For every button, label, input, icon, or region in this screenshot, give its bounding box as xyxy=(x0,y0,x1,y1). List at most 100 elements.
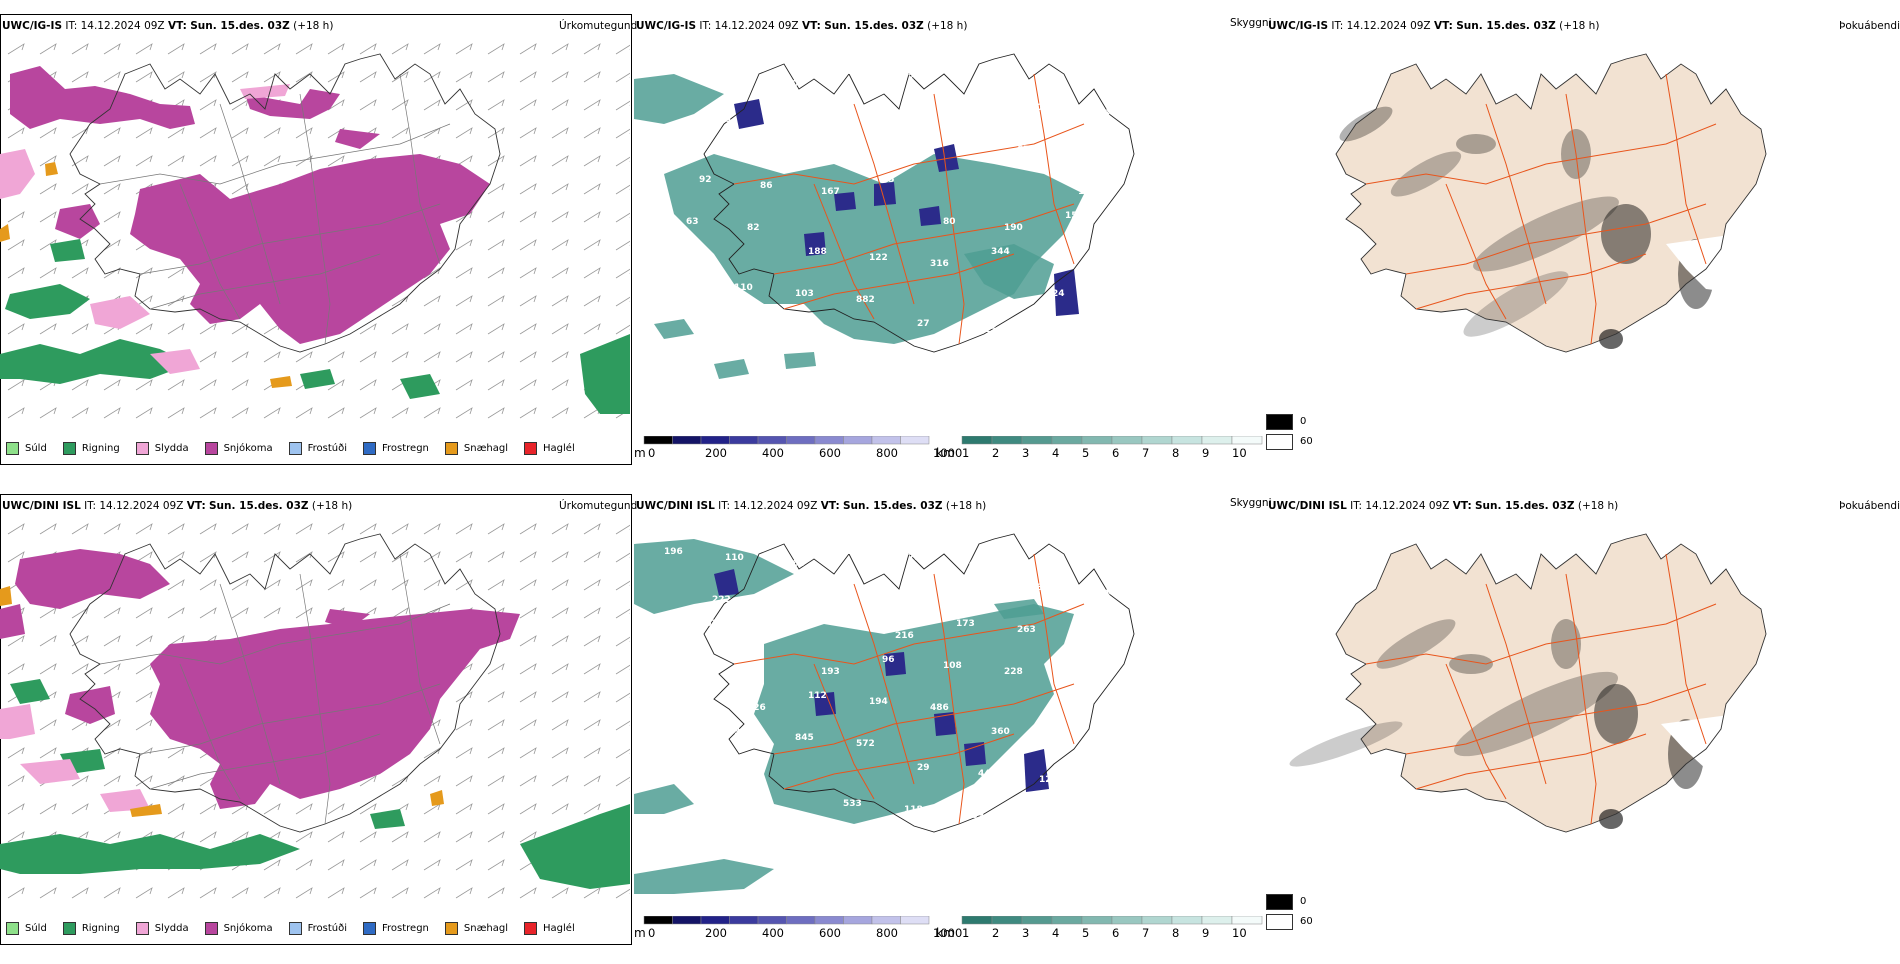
visibility-tick: 2 xyxy=(992,926,999,940)
visibility-value-label: 256 xyxy=(712,115,731,125)
legend-swatch xyxy=(63,922,76,935)
visibility-value-label: 118 xyxy=(904,805,923,815)
model-name: UWC/IG-IS xyxy=(1268,20,1328,32)
visibility-value-label: 207 xyxy=(834,589,853,599)
lead-time: (+18 h) xyxy=(312,500,352,512)
visibility-tick: 8 xyxy=(1172,926,1179,940)
visibility-tick: 10 xyxy=(1232,446,1247,460)
legend-item: Súld xyxy=(6,922,47,935)
ceiling-tick: 800 xyxy=(876,926,898,940)
ceiling-tick: 0 xyxy=(648,926,655,940)
visibility-value-label: 276 xyxy=(908,73,927,83)
legend-label: Slydda xyxy=(155,443,189,454)
visibility-value-label: 55 xyxy=(882,175,895,185)
visibility-unit: km xyxy=(936,446,955,460)
visibility-value-label: 225 xyxy=(721,769,740,779)
visibility-tick: 9 xyxy=(1202,926,1209,940)
visibility-value-label: 617 xyxy=(1100,319,1119,329)
legend-item: Frostúði xyxy=(289,442,347,455)
visibility-tick: 5 xyxy=(1082,446,1089,460)
legend-label: Rigning xyxy=(82,923,120,934)
ceiling-colorbar-bands xyxy=(634,916,934,926)
forecast-row-dini: UWC/DINI ISL IT: 14.12.2024 09Z VT: Sun.… xyxy=(0,494,1900,964)
legend-swatch xyxy=(363,922,376,935)
ceiling-tick: 400 xyxy=(762,926,784,940)
visibility-value-label: 80 xyxy=(943,217,956,227)
visibility-value-label: 965 xyxy=(1065,655,1084,665)
precip-type-title: Úrkomutegund xyxy=(559,20,637,32)
legend-item: Rigning xyxy=(63,442,120,455)
visibility-value-label: 222 xyxy=(712,595,731,605)
it-label: IT: xyxy=(1331,20,1343,32)
visibility-value-label: 326 xyxy=(747,703,766,713)
precip-type-panel: UWC/DINI ISL IT: 14.12.2024 09Z VT: Sun.… xyxy=(0,494,632,949)
forecast-row-ig: UWC/IG-IS IT: 14.12.2024 09Z VT: Sun. 15… xyxy=(0,14,1900,484)
panel-title: UWC/IG-IS IT: 14.12.2024 09Z VT: Sun. 15… xyxy=(1268,20,1599,32)
visibility-value-label: 188 xyxy=(808,247,827,257)
low-cloud-areas xyxy=(634,539,1074,894)
precip-legend: Súld Rigning Slydda Snjókoma Frostúði Frostre… xyxy=(0,919,591,937)
vt-label: VT: xyxy=(168,20,187,32)
visibility-value-label: 511 xyxy=(773,103,792,113)
vt-value: Sun. 15.des. 03Z xyxy=(1456,20,1556,32)
legend-item: Snæhagl xyxy=(445,922,508,935)
visibility-value-label: 345 xyxy=(956,139,975,149)
visibility-tick: 10 xyxy=(1232,926,1247,940)
ceiling-unit: m xyxy=(634,926,646,940)
fog-index-map xyxy=(1266,514,1900,914)
visibility-value-label: 82 xyxy=(747,223,760,233)
visibility-map: 196 110 164 791 732 418 588 744 222 832 207 216 173 2… xyxy=(634,514,1264,914)
visibility-value-label: 163 xyxy=(760,625,779,635)
legend-swatch xyxy=(136,922,149,935)
visibility-value-label: 832 xyxy=(773,583,792,593)
fog-key-label-1: 60 xyxy=(1300,916,1313,927)
visibility-value-label: 588 xyxy=(1030,583,1049,593)
visibility-value-label: 115 xyxy=(978,325,997,335)
vt-value: Sun. 15.des. 03Z xyxy=(209,500,309,512)
lead-time: (+18 h) xyxy=(946,500,986,512)
visibility-value-label: 507 xyxy=(847,67,866,77)
it-value: 14.12.2024 09Z xyxy=(99,500,183,512)
legend-label: Snæhagl xyxy=(464,443,508,454)
visibility-tick: 2 xyxy=(992,446,999,460)
visibility-value-label: 173 xyxy=(956,619,975,629)
lead-time: (+18 h) xyxy=(293,20,333,32)
ceiling-tick: 600 xyxy=(819,446,841,460)
visibility-value-label: 882 xyxy=(856,295,875,305)
model-name: UWC/DINI ISL xyxy=(636,500,715,512)
legend-swatch xyxy=(63,442,76,455)
visibility-value-label: 196 xyxy=(664,547,683,557)
visibility-value-label: 90 xyxy=(686,697,699,707)
legend-label: Rigning xyxy=(82,443,120,454)
panel-title: UWC/IG-IS IT: 14.12.2024 09Z VT: Sun. 15… xyxy=(636,20,967,32)
legend-swatch xyxy=(205,922,218,935)
legend-swatch xyxy=(445,442,458,455)
visibility-colorbar: km 1 2 3 4 5 6 7 8 9 10 xyxy=(942,916,1264,942)
fog-index-panel: UWC/DINI ISL IT: 14.12.2024 09Z VT: Sun.… xyxy=(1266,494,1900,949)
visibility-value-label: 92 xyxy=(699,175,712,185)
visibility-map: 2754107507276771010825651190549434567147… xyxy=(634,34,1264,434)
visibility-value-label: 77 xyxy=(969,115,982,125)
legend-label: Frostúði xyxy=(308,923,347,934)
ceiling-tick: 800 xyxy=(876,446,898,460)
precip-map xyxy=(0,514,630,914)
visibility-value-label: 418 xyxy=(969,559,988,569)
ceiling-colorbar-bands xyxy=(634,436,934,446)
fog-index-title: Þokuábendi xyxy=(1839,20,1900,32)
legend-label: Frostregn xyxy=(382,923,429,934)
visibility-value-label: 90 xyxy=(734,727,747,737)
visibility-value-label: 194 xyxy=(869,697,888,707)
legend-item: Slydda xyxy=(136,442,189,455)
ceiling-tick: 200 xyxy=(705,446,727,460)
visibility-panel: UWC/IG-IS IT: 14.12.2024 09Z VT: Sun. 15… xyxy=(634,14,1264,469)
legend-label: Haglél xyxy=(543,923,575,934)
visibility-value-label: 10 xyxy=(1030,103,1043,113)
visibility-colorbar-bands xyxy=(942,436,1264,446)
legend-swatch xyxy=(289,922,302,935)
visibility-tick: 3 xyxy=(1022,926,1029,940)
panel-title: UWC/DINI ISL IT: 14.12.2024 09Z VT: Sun.… xyxy=(2,500,352,512)
legend-swatch xyxy=(136,442,149,455)
visibility-value-label: 845 xyxy=(795,733,814,743)
legend-item: Haglél xyxy=(524,922,575,935)
legend-label: Súld xyxy=(25,443,47,454)
